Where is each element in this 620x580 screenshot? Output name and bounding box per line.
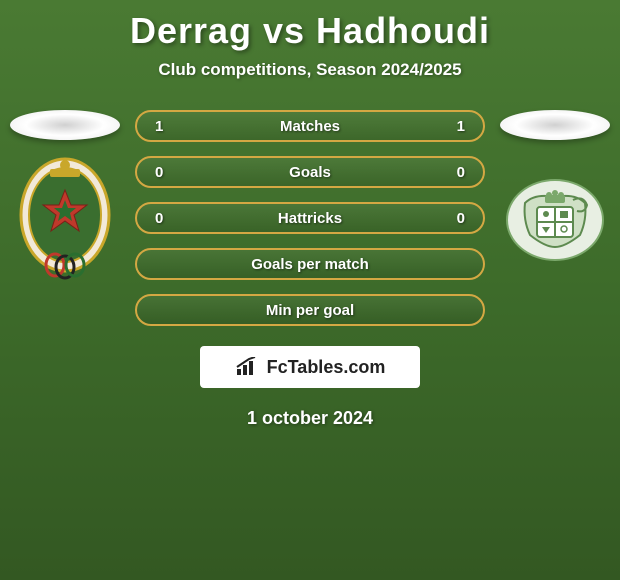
stat-right-value: 0	[425, 210, 465, 227]
watermark-text: FcTables.com	[267, 357, 386, 378]
stats-column: 1 Matches 1 0 Goals 0 0 Hattricks 0 Goal…	[135, 110, 485, 326]
stat-row-goals-per-match: Goals per match	[135, 248, 485, 280]
main-layout: 1 Matches 1 0 Goals 0 0 Hattricks 0 Goal…	[0, 110, 620, 326]
stat-row-goals: 0 Goals 0	[135, 156, 485, 188]
crest-left-icon	[15, 155, 115, 285]
stat-right-value: 1	[425, 118, 465, 135]
stat-row-matches: 1 Matches 1	[135, 110, 485, 142]
left-team-column	[5, 110, 125, 280]
player-shadow-left	[10, 110, 120, 140]
date-label: 1 october 2024	[247, 408, 373, 429]
team-right-badge	[505, 160, 605, 280]
stat-right-value: 0	[425, 164, 465, 181]
stat-left-value: 1	[155, 118, 195, 135]
stat-label: Hattricks	[195, 210, 425, 227]
stat-label: Matches	[195, 118, 425, 135]
stat-label: Goals	[195, 164, 425, 181]
stat-row-hattricks: 0 Hattricks 0	[135, 202, 485, 234]
page-subtitle: Club competitions, Season 2024/2025	[158, 60, 461, 80]
page-title: Derrag vs Hadhoudi	[130, 10, 490, 52]
player-shadow-right	[500, 110, 610, 140]
crest-right-icon	[505, 175, 605, 265]
team-left-badge	[15, 160, 115, 280]
stat-label: Goals per match	[195, 256, 425, 273]
stat-label: Min per goal	[195, 302, 425, 319]
chart-icon	[235, 357, 259, 377]
stat-row-min-per-goal: Min per goal	[135, 294, 485, 326]
stat-left-value: 0	[155, 164, 195, 181]
stat-left-value: 0	[155, 210, 195, 227]
infographic-container: Derrag vs Hadhoudi Club competitions, Se…	[0, 0, 620, 439]
right-team-column	[495, 110, 615, 280]
watermark: FcTables.com	[200, 346, 420, 388]
